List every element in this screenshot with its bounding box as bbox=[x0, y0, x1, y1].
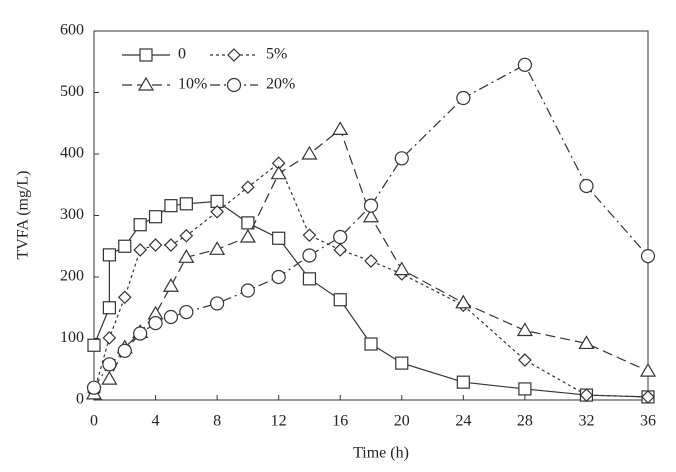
marker-diamond bbox=[241, 180, 255, 195]
x-tick-label: 24 bbox=[455, 413, 471, 430]
marker-diamond bbox=[641, 390, 655, 404]
x-tick-label: 4 bbox=[152, 413, 160, 430]
marker-diamond bbox=[133, 243, 148, 257]
marker-diamond bbox=[164, 238, 178, 252]
marker-circle bbox=[394, 151, 409, 166]
x-tick-label: 36 bbox=[640, 413, 656, 430]
marker-diamond bbox=[148, 238, 163, 252]
marker-circle bbox=[102, 357, 117, 372]
y-tick-label: 100 bbox=[60, 329, 84, 346]
series-line bbox=[93, 200, 649, 398]
marker-square bbox=[518, 382, 532, 396]
marker-triangle bbox=[332, 121, 349, 135]
marker-diamond bbox=[302, 228, 317, 243]
marker-circle bbox=[163, 309, 179, 325]
marker-diamond bbox=[117, 290, 132, 305]
marker-diamond bbox=[333, 243, 348, 257]
marker-square bbox=[102, 248, 116, 262]
marker-triangle bbox=[455, 294, 472, 309]
marker-circle bbox=[363, 198, 379, 213]
marker-square bbox=[456, 375, 470, 389]
marker-circle bbox=[179, 304, 194, 320]
y-tick-label: 200 bbox=[60, 268, 84, 285]
marker-circle bbox=[302, 248, 317, 263]
x-tick-label: 0 bbox=[90, 413, 98, 430]
marker-circle bbox=[271, 269, 286, 285]
marker-diamond bbox=[579, 388, 594, 402]
marker-circle bbox=[456, 90, 471, 106]
marker-triangle bbox=[101, 370, 118, 385]
marker-triangle bbox=[578, 335, 595, 350]
series-line bbox=[93, 162, 649, 398]
marker-square bbox=[133, 218, 147, 232]
marker-triangle bbox=[270, 165, 287, 180]
marker-circle bbox=[117, 343, 132, 358]
x-tick-label: 8 bbox=[213, 413, 221, 430]
marker-circle bbox=[640, 248, 656, 264]
x-tick-label: 32 bbox=[578, 413, 594, 430]
legend-marker bbox=[227, 48, 241, 62]
marker-triangle bbox=[516, 322, 533, 337]
marker-triangle bbox=[162, 278, 179, 292]
marker-triangle bbox=[639, 362, 657, 377]
marker-square bbox=[272, 231, 286, 245]
marker-circle bbox=[517, 57, 532, 72]
legend-label: 0 bbox=[178, 46, 186, 63]
marker-triangle bbox=[393, 261, 410, 276]
marker-square bbox=[148, 210, 163, 224]
marker-triangle bbox=[362, 208, 380, 223]
marker-circle bbox=[210, 296, 225, 311]
x-axis-label: Time (h) bbox=[353, 445, 409, 462]
marker-square bbox=[364, 337, 378, 351]
marker-diamond bbox=[179, 228, 194, 243]
marker-circle bbox=[133, 326, 148, 341]
x-tick-label: 28 bbox=[517, 413, 533, 430]
marker-triangle bbox=[178, 249, 195, 263]
marker-square bbox=[395, 356, 409, 370]
marker-triangle bbox=[209, 241, 226, 255]
marker-circle bbox=[333, 229, 348, 245]
marker-circle bbox=[86, 380, 102, 395]
x-tick-label: 12 bbox=[271, 413, 287, 430]
marker-circle bbox=[579, 178, 594, 194]
marker-square bbox=[302, 272, 317, 286]
marker-square bbox=[179, 197, 193, 211]
marker-diamond bbox=[518, 353, 532, 367]
legend-marker bbox=[139, 48, 153, 62]
marker-triangle bbox=[239, 228, 256, 243]
x-tick-label: 16 bbox=[332, 413, 348, 430]
marker-diamond bbox=[102, 331, 117, 345]
y-axis-label: TVFA (mg/L) bbox=[15, 170, 32, 259]
legend-label: 20% bbox=[266, 76, 295, 93]
marker-triangle bbox=[301, 145, 318, 160]
marker-square bbox=[333, 293, 347, 307]
y-tick-label: 300 bbox=[60, 206, 84, 223]
legend-label: 10% bbox=[178, 76, 207, 93]
y-tick-label: 600 bbox=[60, 22, 84, 39]
y-tick-label: 400 bbox=[60, 145, 84, 162]
marker-diamond bbox=[364, 254, 378, 268]
marker-square bbox=[118, 239, 132, 253]
legend-marker bbox=[226, 77, 242, 93]
marker-diamond bbox=[210, 204, 224, 219]
marker-circle bbox=[148, 316, 163, 331]
y-tick-label: 0 bbox=[76, 391, 84, 408]
marker-square bbox=[164, 199, 178, 213]
marker-square bbox=[87, 338, 101, 352]
legend-label: 5% bbox=[266, 46, 287, 63]
legend-marker bbox=[137, 76, 155, 91]
y-tick-label: 500 bbox=[60, 83, 84, 100]
marker-circle bbox=[240, 283, 255, 298]
x-tick-label: 20 bbox=[394, 413, 410, 430]
marker-square bbox=[102, 301, 116, 315]
